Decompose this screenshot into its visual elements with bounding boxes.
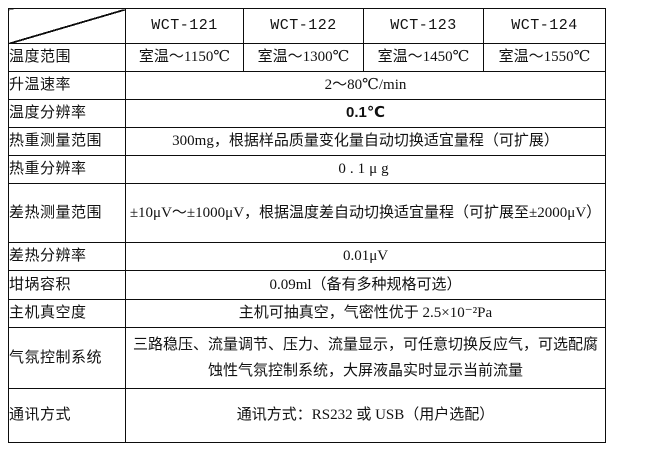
row-host-vacuum: 主机真空度 主机可抽真空，气密性优于 2.5×10⁻²Pa bbox=[8, 299, 606, 328]
column-header-wct-121: WCT-121 bbox=[125, 8, 244, 44]
value-tg-resolution: 0.1μg bbox=[125, 155, 606, 184]
value-atmosphere-control: 三路稳压、流量调节、压力、流量显示，可任意切换反应气，可选配腐蚀性气氛控制系统，… bbox=[125, 327, 606, 389]
column-header-wct-124: WCT-124 bbox=[483, 8, 606, 44]
value-temp-range-wct-124: 室温～1550℃ bbox=[483, 43, 606, 72]
row-label-communication: 通讯方式 bbox=[8, 388, 126, 443]
row-heating-rate: 升温速率 2～80℃/min bbox=[8, 71, 606, 100]
corner-diagonal-cell bbox=[8, 8, 126, 44]
spec-sheet: WCT-121 WCT-122 WCT-123 WCT-124 温度范围 室温～… bbox=[8, 8, 606, 443]
row-label-temperature-range: 温度范围 bbox=[8, 43, 126, 72]
row-label-host-vacuum: 主机真空度 bbox=[8, 299, 126, 328]
row-label-dta-measuring-range: 差热测量范围 bbox=[8, 183, 126, 243]
row-tg-measuring-range: 热重测量范围 300mg，根据样品质量变化量自动切换适宜量程（可扩展） bbox=[8, 127, 606, 156]
column-header-wct-123: WCT-123 bbox=[363, 8, 484, 44]
value-dta-measuring-range: ±10μV～±1000μV，根据温度差自动切换适宜量程（可扩展至±2000μV） bbox=[125, 183, 606, 243]
row-communication: 通讯方式 通讯方式：RS232 或 USB（用户选配） bbox=[8, 388, 606, 443]
row-temperature-resolution: 温度分辨率 0.1℃ bbox=[8, 99, 606, 128]
row-label-temperature-resolution: 温度分辨率 bbox=[8, 99, 126, 128]
value-communication: 通讯方式：RS232 或 USB（用户选配） bbox=[125, 388, 606, 443]
column-header-wct-122: WCT-122 bbox=[243, 8, 364, 44]
row-label-dta-resolution: 差热分辨率 bbox=[8, 242, 126, 271]
spec-table: WCT-121 WCT-122 WCT-123 WCT-124 温度范围 室温～… bbox=[8, 8, 606, 443]
row-label-tg-measuring-range: 热重测量范围 bbox=[8, 127, 126, 156]
value-crucible-volume: 0.09ml（备有多种规格可选） bbox=[125, 270, 606, 300]
row-temperature-range: 温度范围 室温～1150℃ 室温～1300℃ 室温～1450℃ 室温～1550℃ bbox=[8, 43, 606, 72]
row-label-heating-rate: 升温速率 bbox=[8, 71, 126, 100]
row-dta-measuring-range: 差热测量范围 ±10μV～±1000μV，根据温度差自动切换适宜量程（可扩展至±… bbox=[8, 183, 606, 243]
row-tg-resolution: 热重分辨率 0.1μg bbox=[8, 155, 606, 184]
row-label-tg-resolution: 热重分辨率 bbox=[8, 155, 126, 184]
row-label-atmosphere-control: 气氛控制系统 bbox=[8, 327, 126, 389]
row-atmosphere-control: 气氛控制系统 三路稳压、流量调节、压力、流量显示，可任意切换反应气，可选配腐蚀性… bbox=[8, 327, 606, 389]
value-dta-resolution: 0.01μV bbox=[125, 242, 606, 271]
row-crucible-volume: 坩埚容积 0.09ml（备有多种规格可选） bbox=[8, 270, 606, 300]
value-heating-rate: 2～80℃/min bbox=[125, 71, 606, 100]
value-temp-range-wct-122: 室温～1300℃ bbox=[243, 43, 364, 72]
header-row: WCT-121 WCT-122 WCT-123 WCT-124 bbox=[8, 8, 606, 44]
row-label-crucible-volume: 坩埚容积 bbox=[8, 270, 126, 300]
row-dta-resolution: 差热分辨率 0.01μV bbox=[8, 242, 606, 271]
value-temp-range-wct-123: 室温～1450℃ bbox=[363, 43, 484, 72]
value-tg-measuring-range: 300mg，根据样品质量变化量自动切换适宜量程（可扩展） bbox=[125, 127, 606, 156]
value-temperature-resolution: 0.1℃ bbox=[125, 99, 606, 128]
value-temp-range-wct-121: 室温～1150℃ bbox=[125, 43, 244, 72]
value-host-vacuum: 主机可抽真空，气密性优于 2.5×10⁻²Pa bbox=[125, 299, 606, 328]
